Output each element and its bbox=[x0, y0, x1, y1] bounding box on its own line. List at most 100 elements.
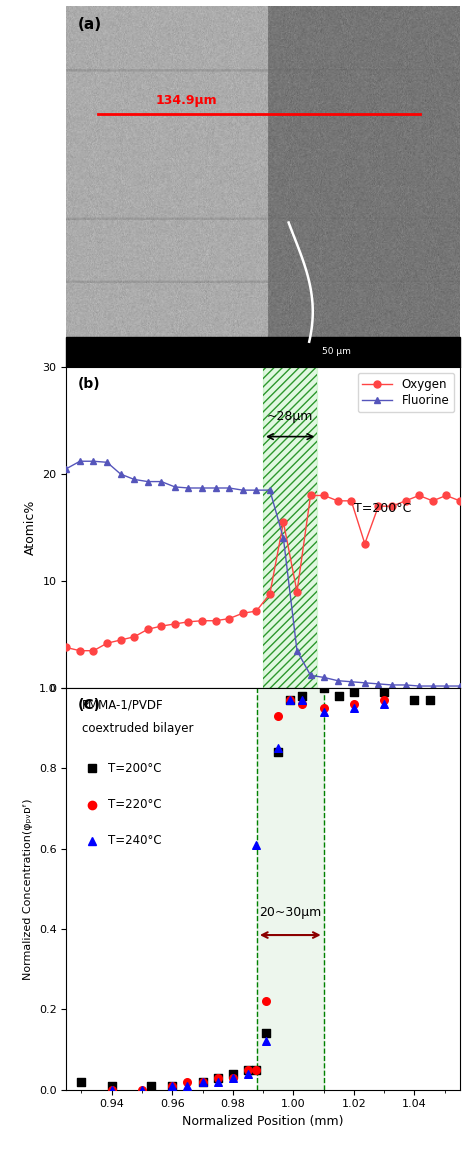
Text: ► PMMA: ► PMMA bbox=[414, 706, 460, 716]
Point bbox=[183, 1077, 191, 1095]
Point bbox=[335, 687, 343, 706]
Text: T=240°C: T=240°C bbox=[108, 835, 161, 847]
Point bbox=[252, 836, 259, 854]
Oxygen bbox=[131, 630, 137, 643]
Point bbox=[262, 1024, 270, 1042]
Oxygen bbox=[321, 489, 327, 503]
Oxygen bbox=[158, 619, 164, 633]
Text: PVDF ◄: PVDF ◄ bbox=[66, 706, 108, 716]
Point bbox=[138, 1080, 146, 1099]
Point bbox=[252, 1061, 259, 1079]
Oxygen bbox=[254, 604, 259, 618]
Fluorine bbox=[91, 454, 96, 468]
Text: Bulk: Bulk bbox=[66, 726, 91, 737]
Fluorine bbox=[294, 643, 300, 657]
Fluorine bbox=[457, 679, 463, 693]
Text: 50 μm: 50 μm bbox=[322, 347, 351, 356]
Point bbox=[108, 1080, 116, 1099]
Fluorine bbox=[362, 676, 368, 689]
Fluorine bbox=[308, 669, 313, 683]
Oxygen bbox=[294, 585, 300, 598]
Text: T=200°C: T=200°C bbox=[354, 502, 411, 514]
Fluorine bbox=[118, 467, 123, 481]
Fluorine bbox=[145, 475, 151, 489]
Oxygen bbox=[172, 617, 178, 631]
Point bbox=[229, 1069, 237, 1087]
Point bbox=[426, 691, 433, 709]
Oxygen bbox=[335, 493, 340, 507]
Point bbox=[350, 695, 358, 714]
Oxygen bbox=[457, 493, 463, 507]
Legend: Oxygen, Fluorine: Oxygen, Fluorine bbox=[358, 372, 454, 412]
Line: Oxygen: Oxygen bbox=[63, 492, 463, 654]
Oxygen bbox=[91, 643, 96, 657]
Text: coextruded bilayer: coextruded bilayer bbox=[82, 722, 193, 736]
Point bbox=[286, 691, 294, 709]
Point bbox=[229, 1069, 237, 1087]
Fluorine bbox=[416, 679, 422, 693]
Fluorine bbox=[213, 481, 219, 495]
Y-axis label: Atomic%: Atomic% bbox=[24, 500, 37, 556]
Point bbox=[147, 1077, 155, 1095]
Point bbox=[199, 1072, 206, 1091]
Text: (b): (b) bbox=[78, 377, 101, 391]
Point bbox=[78, 1072, 85, 1091]
Oxygen bbox=[213, 613, 219, 627]
Text: (C): (C) bbox=[78, 699, 101, 713]
Bar bbox=[257, 688, 324, 1090]
Fluorine bbox=[443, 679, 449, 693]
Fluorine bbox=[158, 475, 164, 489]
Point bbox=[274, 707, 282, 725]
Point bbox=[380, 683, 388, 701]
Point bbox=[199, 1072, 206, 1091]
Point bbox=[274, 744, 282, 762]
Point bbox=[320, 679, 328, 698]
Point bbox=[252, 1061, 259, 1079]
Oxygen bbox=[145, 623, 151, 636]
Oxygen bbox=[64, 641, 69, 655]
Point bbox=[214, 1069, 221, 1087]
Point bbox=[168, 1077, 176, 1095]
Oxygen bbox=[77, 643, 83, 657]
Oxygen bbox=[186, 615, 191, 628]
Text: 20~30μm: 20~30μm bbox=[259, 906, 321, 919]
Fluorine bbox=[321, 671, 327, 685]
Point bbox=[262, 992, 270, 1010]
Point bbox=[274, 739, 282, 758]
Text: T=200°C: T=200°C bbox=[108, 762, 161, 775]
Point bbox=[244, 1061, 252, 1079]
Fluorine bbox=[267, 483, 273, 497]
Oxygen bbox=[118, 633, 123, 647]
Point bbox=[380, 695, 388, 714]
Point bbox=[214, 1069, 221, 1087]
Point bbox=[138, 1080, 146, 1099]
Line: Fluorine: Fluorine bbox=[63, 458, 463, 689]
Fluorine bbox=[64, 462, 69, 476]
Fluorine bbox=[104, 455, 110, 469]
Y-axis label: Normalized Concentration(φₚᵥᴅᶠ): Normalized Concentration(φₚᵥᴅᶠ) bbox=[23, 798, 33, 980]
Fluorine bbox=[389, 678, 395, 692]
Oxygen bbox=[226, 612, 232, 626]
Text: ~28μm: ~28μm bbox=[267, 409, 313, 423]
Fluorine bbox=[281, 532, 286, 545]
Point bbox=[286, 691, 294, 709]
Point bbox=[199, 1072, 206, 1091]
Fluorine bbox=[375, 677, 381, 691]
Fluorine bbox=[186, 481, 191, 495]
Text: PMMA-1/PVDF: PMMA-1/PVDF bbox=[82, 699, 164, 711]
Point bbox=[286, 691, 294, 709]
Point bbox=[350, 699, 358, 717]
Point bbox=[299, 695, 306, 714]
Text: Bulk: Bulk bbox=[436, 726, 460, 737]
Fluorine bbox=[172, 480, 178, 493]
Point bbox=[108, 1080, 116, 1099]
Fluorine bbox=[226, 481, 232, 495]
Point bbox=[214, 1072, 221, 1091]
Point bbox=[380, 691, 388, 709]
Fluorine bbox=[131, 473, 137, 487]
Text: 134.9 μm: 134.9 μm bbox=[237, 726, 290, 737]
Point bbox=[299, 691, 306, 709]
Point bbox=[262, 1032, 270, 1050]
Oxygen bbox=[443, 489, 449, 503]
Point bbox=[168, 1077, 176, 1095]
